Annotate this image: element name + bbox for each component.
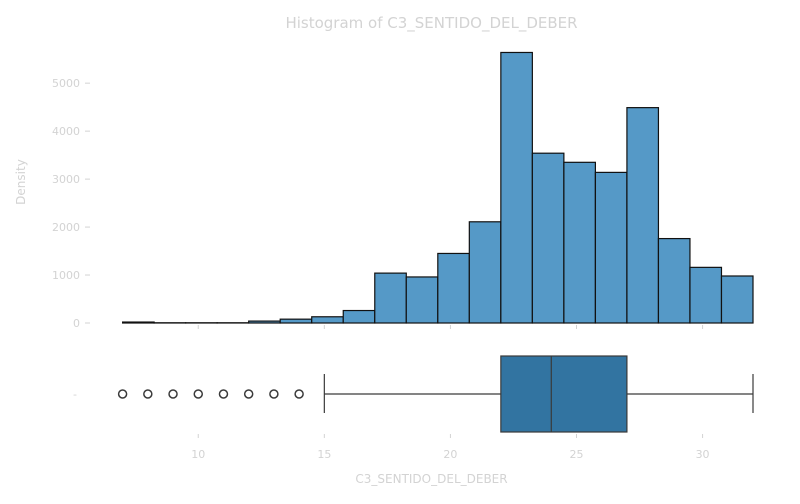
- histogram-bar: [721, 276, 753, 323]
- y-axis-label: Density: [14, 159, 28, 205]
- histogram-y-tick-label: 3000: [52, 173, 80, 186]
- histogram-bar: [312, 317, 344, 323]
- histogram-bars: [123, 52, 753, 323]
- histogram-bar: [375, 273, 407, 323]
- x-axis-ticks: 10 15 20 25 30: [191, 434, 709, 461]
- histogram-bar: [406, 277, 438, 323]
- box-outlier: [169, 390, 177, 398]
- box-iqr-rect: [501, 356, 627, 432]
- histogram-bar: [249, 321, 281, 323]
- histogram-bar: [501, 52, 533, 323]
- box-outlier: [295, 390, 303, 398]
- histogram-y-tick-label: 4000: [52, 125, 80, 138]
- x-axis-label: C3_SENTIDO_DEL_DEBER: [355, 472, 507, 486]
- histogram-bar: [469, 222, 501, 323]
- box-outlier: [119, 390, 127, 398]
- histogram-bar: [595, 172, 627, 323]
- x-tick-label: 25: [569, 448, 583, 461]
- histogram-y-tick-label: 2000: [52, 221, 80, 234]
- histogram-bar: [123, 322, 155, 323]
- histogram-y-tick-label: 5000: [52, 77, 80, 90]
- x-tick-label: 30: [696, 448, 710, 461]
- box-outlier: [194, 390, 202, 398]
- histogram-bar: [564, 162, 596, 323]
- x-tick-label: 15: [317, 448, 331, 461]
- x-tick-label: 10: [191, 448, 205, 461]
- box-outlier: [270, 390, 278, 398]
- chart-title: Histogram of C3_SENTIDO_DEL_DEBER: [285, 14, 577, 33]
- histogram-bar: [280, 319, 312, 323]
- histogram-y-tick-label: 0: [73, 317, 80, 330]
- box-outlier: [144, 390, 152, 398]
- x-tick-label: 20: [443, 448, 457, 461]
- box-outlier: [219, 390, 227, 398]
- histogram-bar: [532, 153, 564, 323]
- boxplot: [119, 356, 753, 432]
- boxplot-y-tick-label: -: [73, 388, 77, 401]
- histogram-bar: [343, 311, 375, 323]
- histogram-bar: [627, 108, 659, 323]
- box-outlier: [245, 390, 253, 398]
- histogram-bar: [658, 239, 690, 323]
- histogram-y-tick-label: 1000: [52, 269, 80, 282]
- histogram-bar: [438, 253, 470, 323]
- histogram-bar: [690, 267, 722, 323]
